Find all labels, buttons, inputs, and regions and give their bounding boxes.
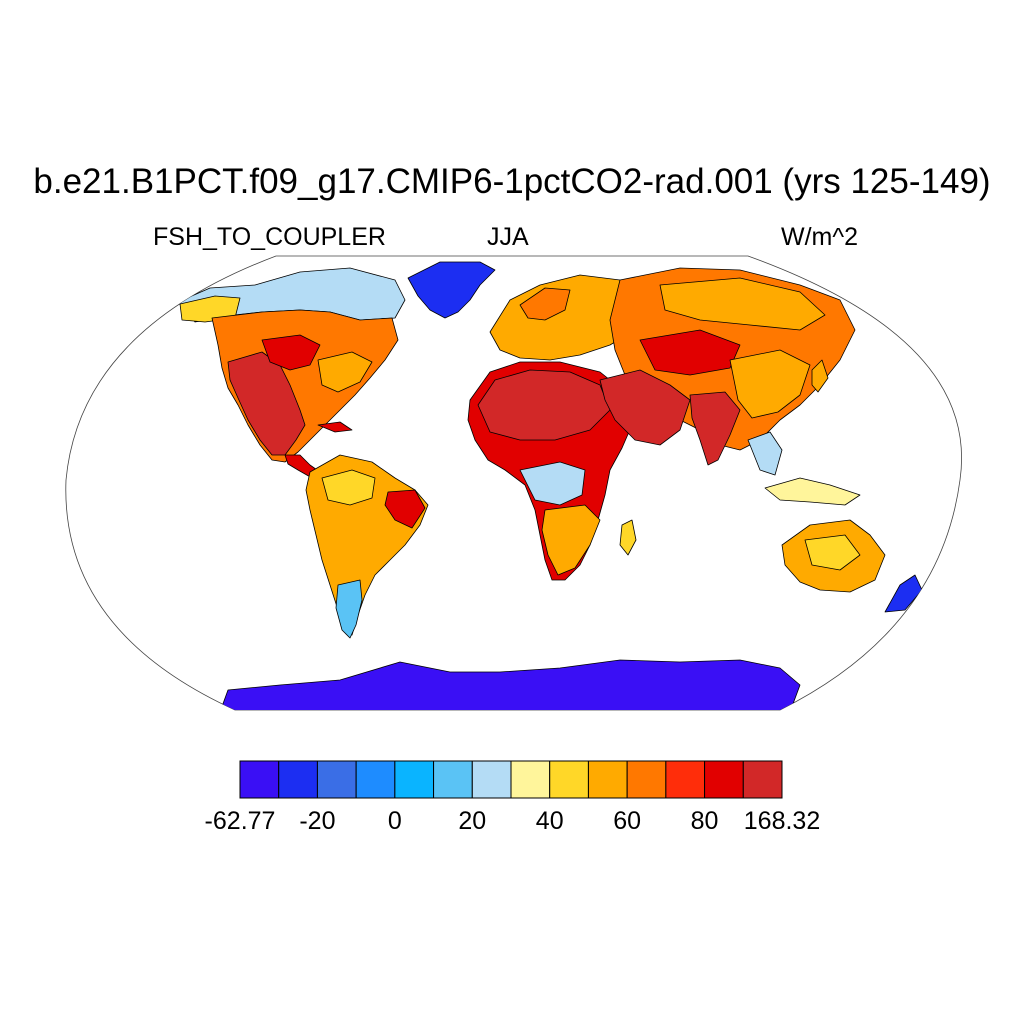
china-region (729, 349, 811, 419)
colorbar-swatch (355, 760, 396, 799)
antarctica-region (219, 659, 801, 710)
southeast-asia-region (747, 431, 783, 476)
colorbar-swatch (316, 760, 357, 799)
plot-title: b.e21.B1PCT.f09_g17.CMIP6-1pctCO2-rad.00… (33, 162, 991, 201)
colorbar-swatch (665, 760, 706, 799)
colorbar-tick-label: 40 (535, 807, 564, 835)
madagascar-region (619, 519, 637, 556)
colorbar-tick-label: -20 (299, 807, 336, 835)
colorbar-swatch (394, 760, 435, 799)
colorbar-swatch (704, 760, 744, 799)
colorbar (239, 760, 783, 799)
colorbar-swatch (278, 760, 318, 799)
northeast-brazil-region (384, 489, 426, 529)
eastern-us-region (317, 351, 373, 393)
central-asia-region (639, 329, 741, 376)
colorbar-tick-label: 168.32 (743, 807, 821, 835)
colorbar-swatch (239, 760, 280, 799)
colorbar-tick-label: 80 (690, 807, 719, 835)
new-zealand-region (884, 574, 923, 613)
colorbar-swatch (742, 760, 783, 799)
colorbar-tick-label: 20 (458, 807, 487, 835)
western-us-region (227, 351, 306, 456)
colorbar-swatch (433, 760, 473, 799)
australia-interior-region (804, 534, 861, 571)
central-us-region (261, 334, 321, 371)
siberia-region (659, 277, 826, 331)
colorbar-swatch (471, 760, 512, 799)
greenland-region (407, 261, 496, 319)
sahara-region (477, 369, 611, 441)
scandinavia-region (519, 287, 571, 321)
japan-region (811, 359, 829, 393)
colorbar-swatch (549, 760, 589, 799)
colorbar-swatch (587, 760, 628, 799)
colorbar-tick-label: 0 (387, 807, 402, 835)
amazon-region (321, 469, 376, 506)
season-label: JJA (487, 223, 529, 251)
colorbar-swatch (510, 760, 551, 799)
colorbar-tick-label: 60 (613, 807, 642, 835)
caribbean-region (317, 421, 353, 433)
colorbar-swatch (626, 760, 667, 799)
southern-africa-region (541, 504, 601, 576)
indonesia-region (764, 477, 861, 506)
middle-east-region (599, 369, 691, 446)
units-label: W/m^2 (781, 223, 859, 251)
colorbar-tick-label: -62.77 (204, 807, 276, 835)
central-africa-region (519, 461, 586, 506)
india-region (689, 391, 741, 466)
variable-name-label: FSH_TO_COUPLER (153, 223, 386, 251)
patagonia-region (335, 579, 363, 639)
